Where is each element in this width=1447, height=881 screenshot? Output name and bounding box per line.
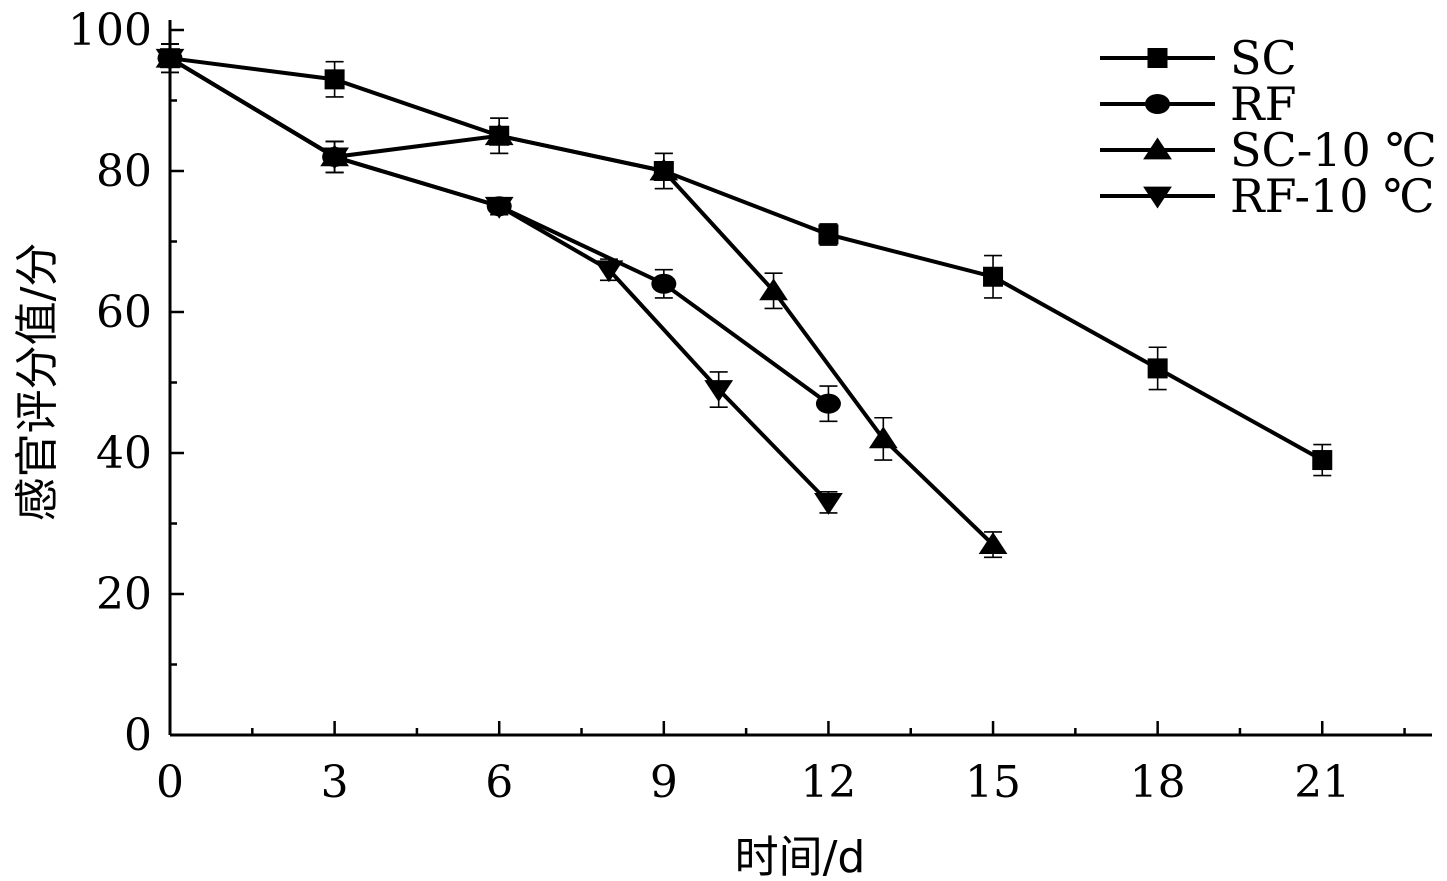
data-point	[155, 48, 185, 71]
y-tick-label: 80	[96, 146, 152, 197]
series-line	[168, 56, 830, 504]
x-tick-label: 18	[1130, 757, 1186, 808]
x-tick-label: 12	[800, 757, 856, 808]
data-point	[1147, 358, 1168, 379]
data-point	[759, 278, 788, 301]
axes: 0 3 6 9 12 15 18 21 0 20 40 60 80 100	[68, 5, 1432, 808]
legend-label: RF	[1230, 77, 1297, 131]
legend-item: SC	[1100, 31, 1297, 85]
series-line	[169, 56, 1324, 462]
data-point	[978, 532, 1008, 555]
x-tick-label: 21	[1294, 757, 1350, 808]
data-point	[815, 393, 841, 414]
y-tick-label: 100	[68, 5, 152, 56]
legend-item: RF	[1100, 77, 1297, 131]
legend-item: RF-10 ℃	[1100, 169, 1435, 223]
y-tick-label: 0	[124, 710, 152, 761]
data-point	[651, 273, 677, 294]
legend-label: RF-10 ℃	[1230, 169, 1435, 223]
series-layer	[155, 43, 1333, 559]
legend-marker	[1145, 94, 1170, 114]
y-tick-label: 20	[96, 569, 152, 620]
data-point	[484, 123, 514, 146]
series-triangle-down	[155, 43, 843, 515]
data-point	[868, 426, 898, 449]
data-point	[649, 158, 679, 181]
y-axis-title: 感官评分值/分	[12, 243, 63, 522]
x-tick-label: 15	[965, 757, 1021, 808]
legend-item: SC-10 ℃	[1100, 123, 1437, 177]
x-tick-label: 9	[650, 757, 678, 808]
x-tick-label: 0	[156, 757, 184, 808]
legend-marker	[1143, 186, 1172, 209]
legend-label: SC	[1230, 31, 1297, 85]
series-line	[168, 56, 830, 406]
x-axis-title: 时间/d	[735, 832, 866, 881]
data-point	[814, 492, 843, 515]
data-point	[983, 266, 1004, 287]
legend-label: SC-10 ℃	[1230, 123, 1437, 177]
x-tick-label: 6	[485, 757, 513, 808]
data-point	[484, 196, 514, 219]
y-tick-label: 40	[96, 428, 152, 479]
data-point	[818, 224, 839, 245]
legend-marker	[1147, 48, 1168, 68]
series-triangle-up	[155, 43, 1008, 559]
data-point	[704, 380, 734, 403]
data-point	[1312, 450, 1333, 471]
data-point	[324, 69, 345, 90]
x-tick-label: 3	[321, 757, 349, 808]
legend-marker	[1143, 137, 1172, 160]
y-tick-label: 60	[96, 287, 152, 338]
data-point	[594, 260, 624, 283]
series-circle	[157, 43, 841, 423]
data-point	[320, 147, 349, 170]
